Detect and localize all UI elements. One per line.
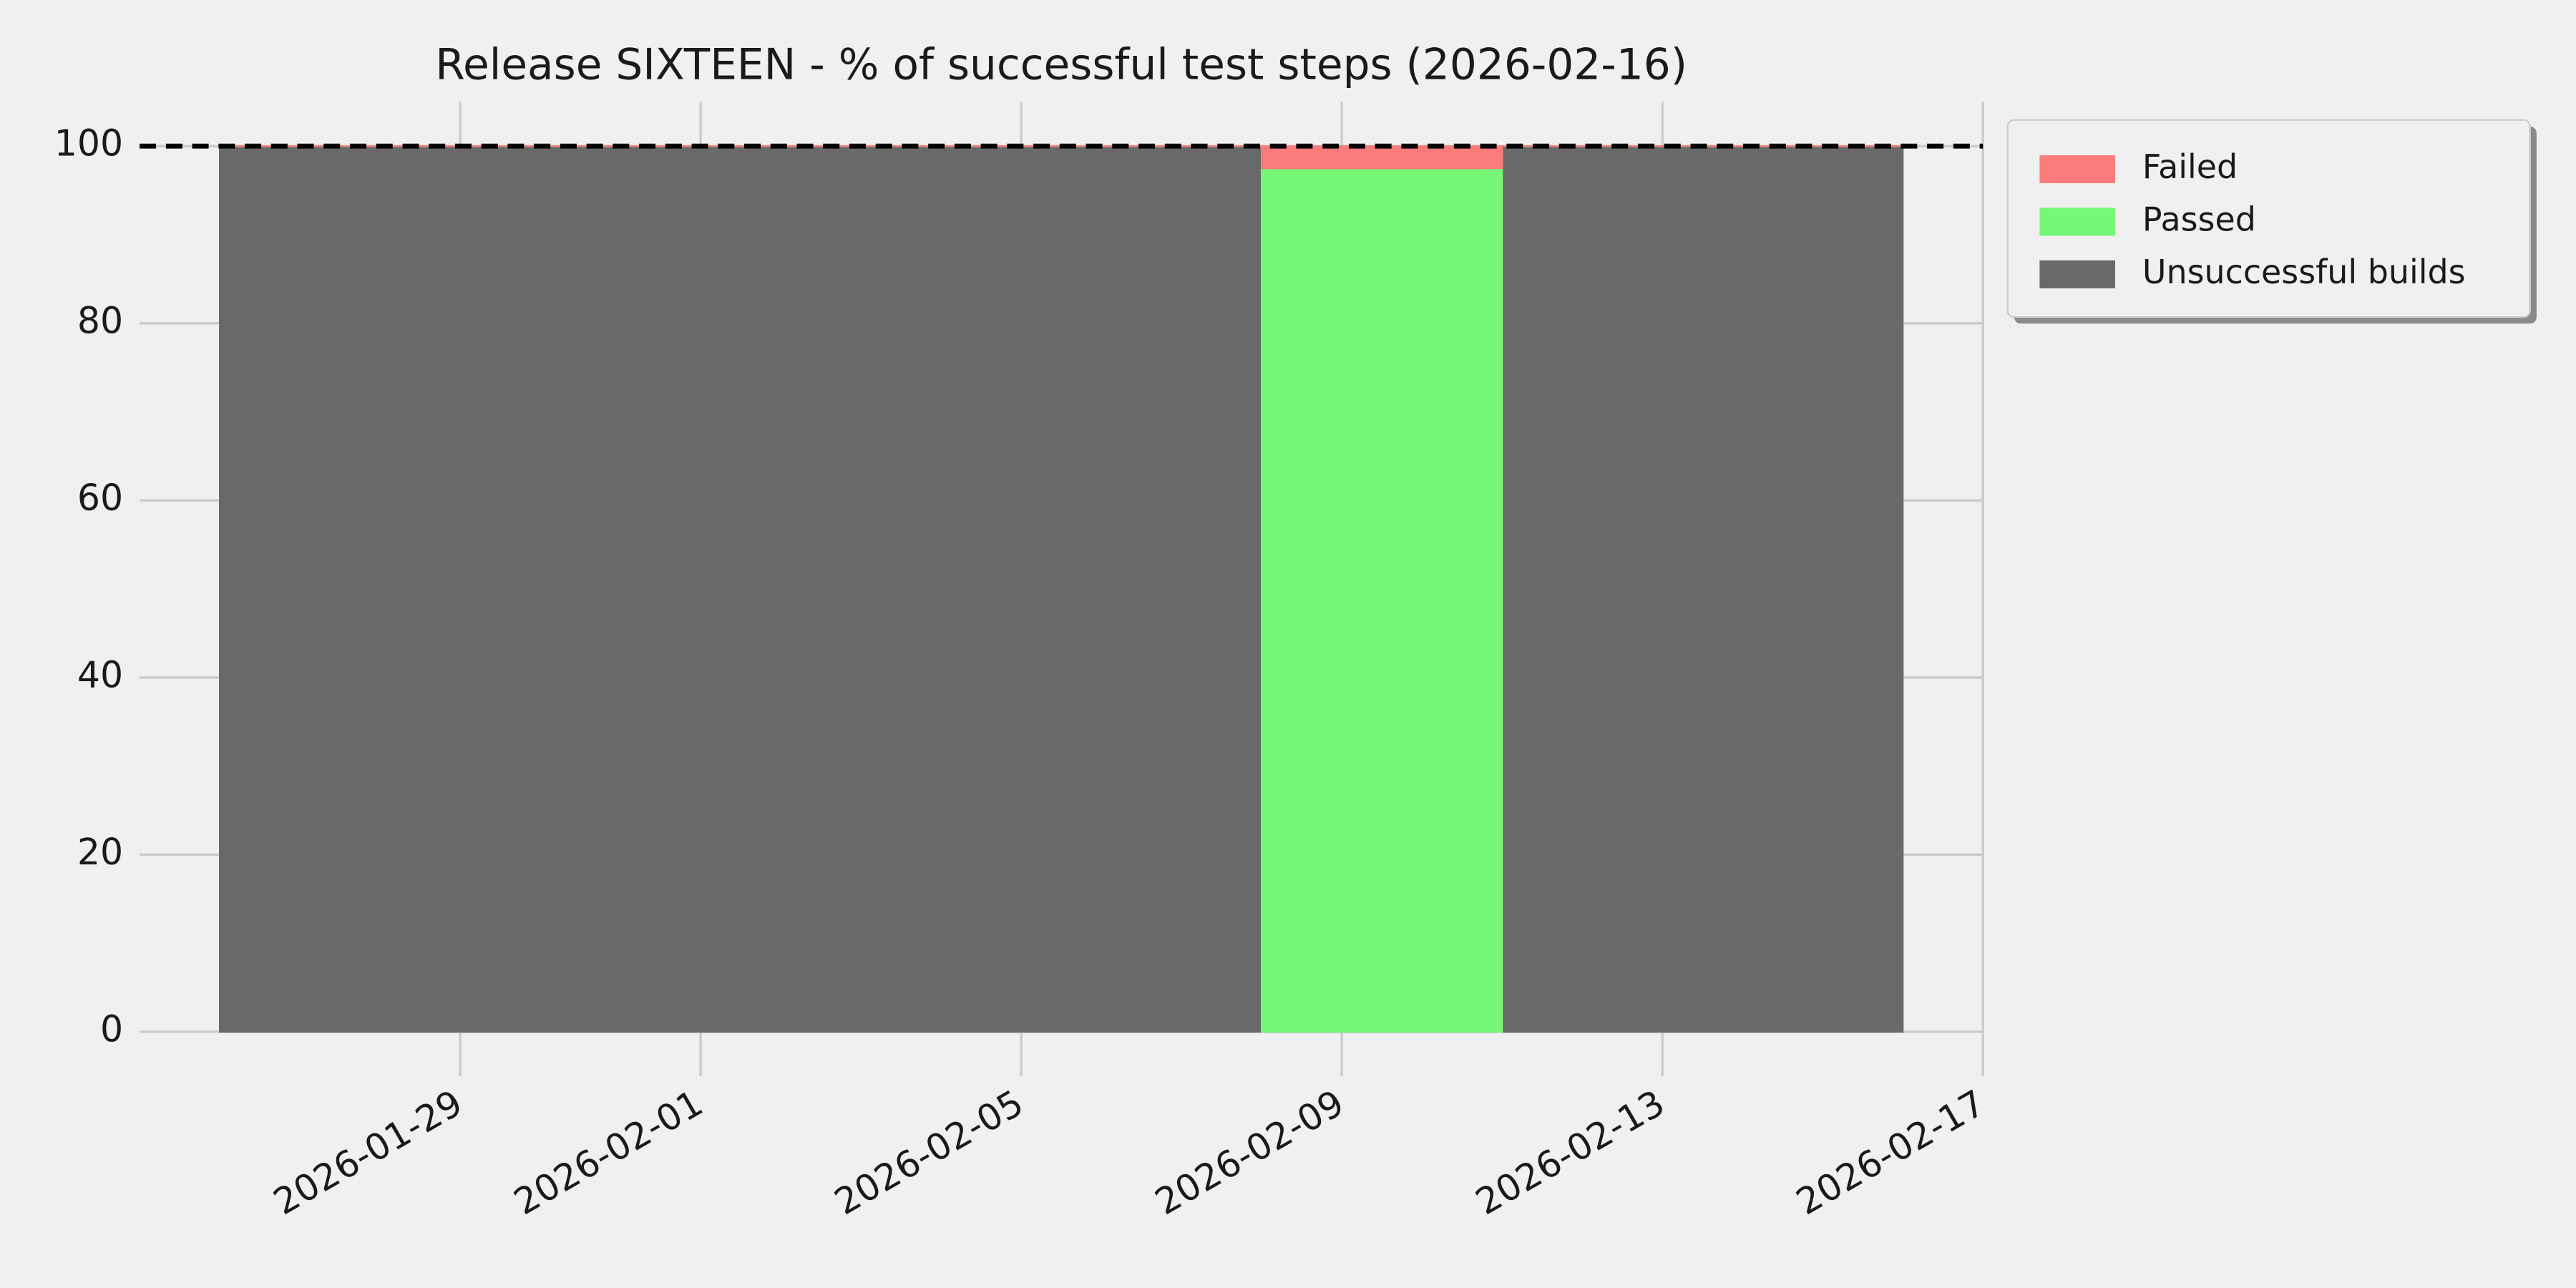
chart-title: Release SIXTEEN - % of successful test s… (435, 41, 1687, 90)
legend-swatch (2039, 208, 2115, 236)
legend: Failed Passed Unsuccessful builds (2006, 119, 2537, 324)
areas (219, 145, 1904, 1033)
area (220, 145, 1903, 170)
y-tick-label: 100 (54, 122, 123, 165)
legend-label: Passed (2142, 200, 2256, 238)
legend-label: Unsuccessful builds (2142, 253, 2466, 291)
area (219, 145, 1904, 1033)
y-tick-label: 40 (77, 653, 123, 696)
legend-box (2006, 119, 2531, 318)
legend-swatch (2039, 155, 2115, 183)
y-tick-label: 20 (77, 831, 123, 873)
y-tick-label: 60 (77, 477, 123, 519)
legend-label: Failed (2142, 147, 2238, 186)
legend-swatch (2039, 260, 2115, 288)
y-tick-label: 0 (100, 1008, 123, 1050)
y-tick-label: 80 (77, 299, 123, 341)
